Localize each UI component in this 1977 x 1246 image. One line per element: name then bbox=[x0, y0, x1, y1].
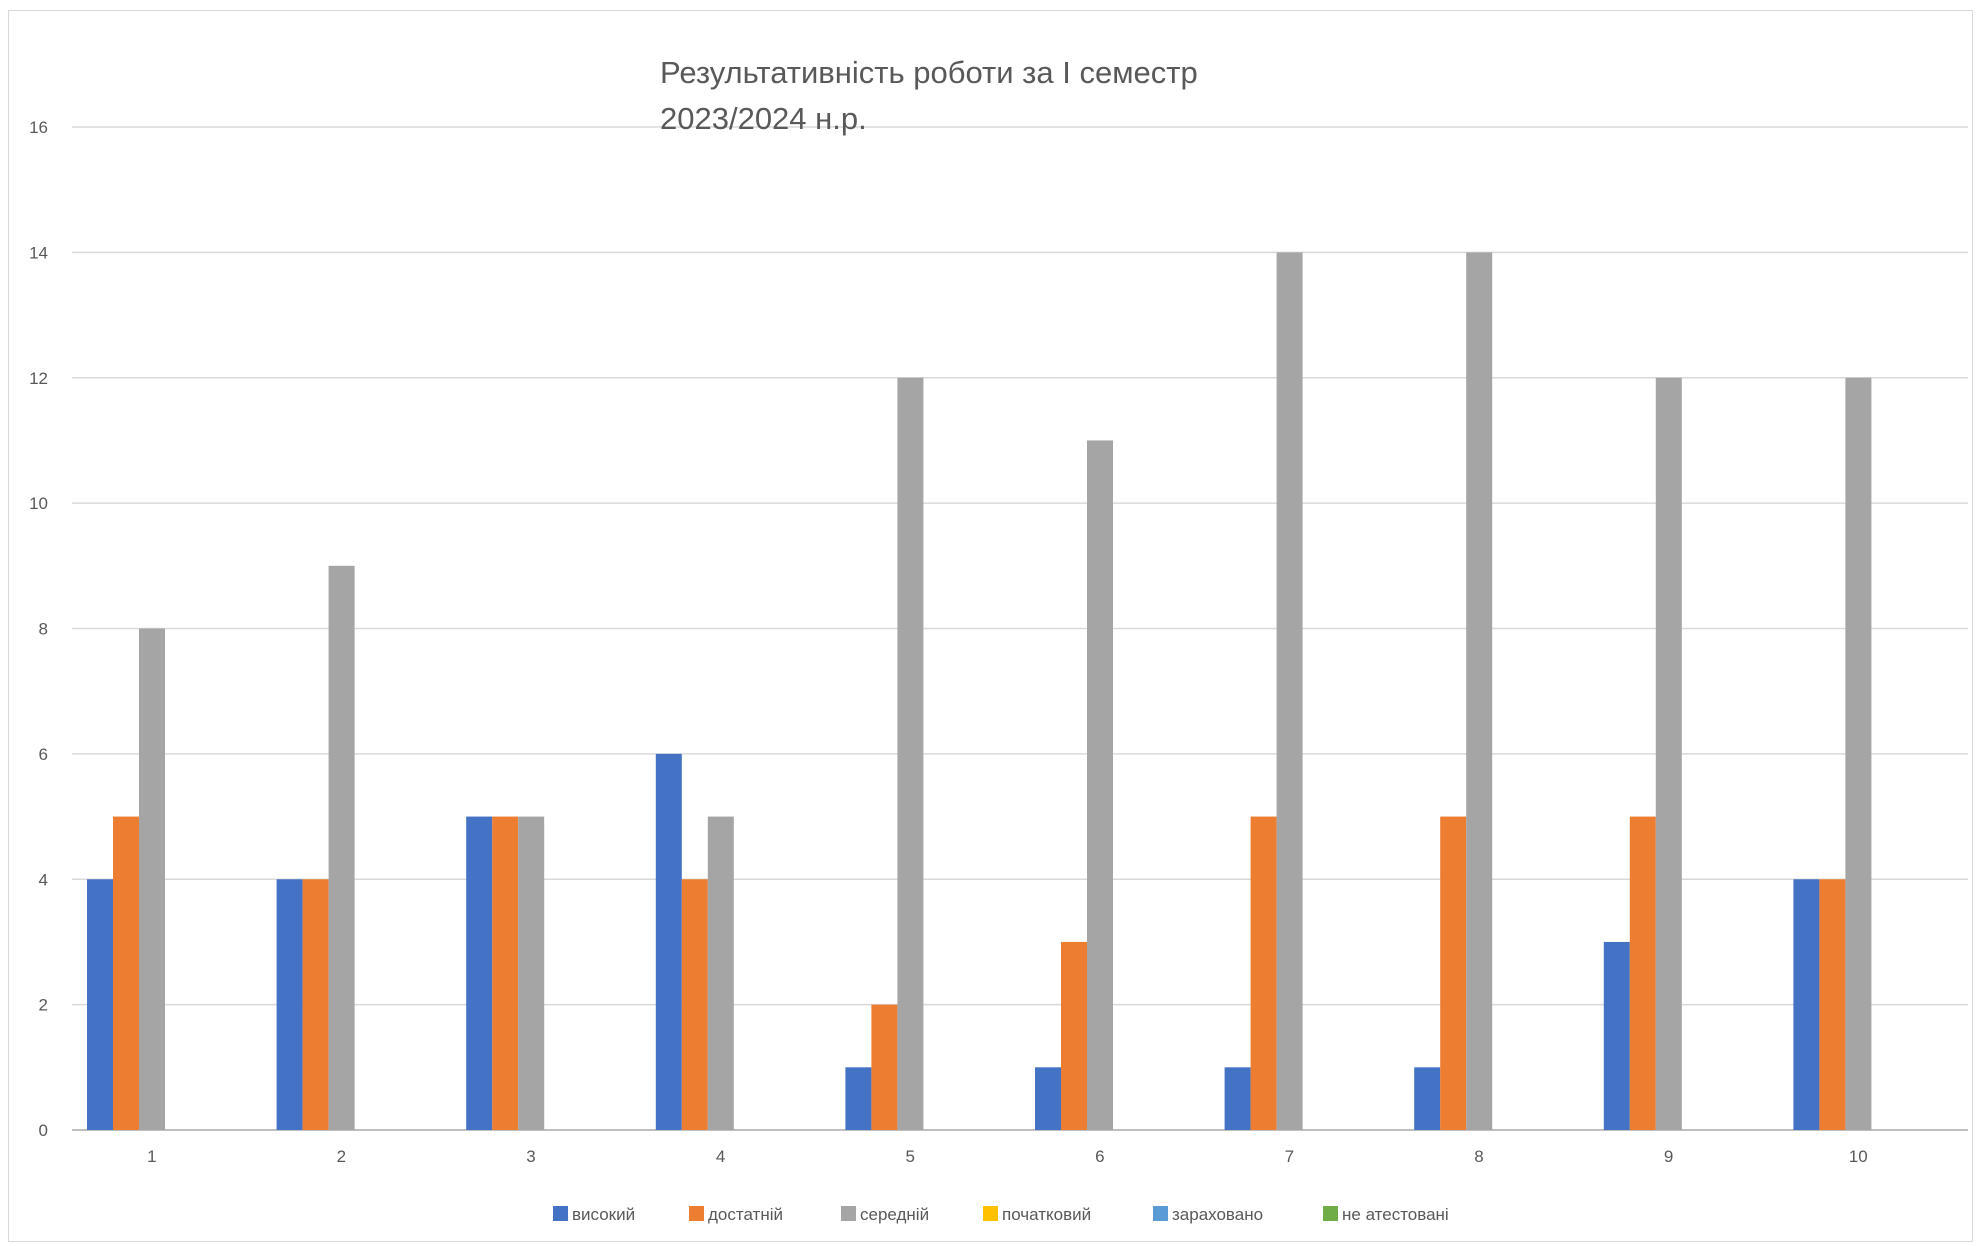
bar bbox=[1845, 378, 1871, 1130]
legend-item: початковий bbox=[983, 1205, 1091, 1224]
y-axis-ticks: 0 2 4 6 8 10 12 14 16 bbox=[29, 118, 48, 1140]
bar bbox=[1035, 1067, 1061, 1130]
bar bbox=[682, 879, 708, 1130]
bar bbox=[466, 817, 492, 1130]
legend-swatch bbox=[1153, 1206, 1168, 1221]
y-tick-label: 4 bbox=[39, 870, 48, 889]
legend-label: високий bbox=[572, 1205, 635, 1224]
bar bbox=[897, 378, 923, 1130]
x-tick-label: 1 bbox=[147, 1147, 156, 1166]
y-tick-label: 8 bbox=[39, 620, 48, 639]
bars bbox=[87, 252, 1871, 1130]
bar bbox=[708, 817, 734, 1130]
bar bbox=[1087, 440, 1113, 1130]
bar bbox=[1656, 378, 1682, 1130]
y-tick-label: 10 bbox=[29, 494, 48, 513]
bar bbox=[1466, 252, 1492, 1130]
legend-swatch bbox=[553, 1206, 568, 1221]
bar bbox=[871, 1005, 897, 1130]
bar bbox=[1251, 817, 1277, 1130]
legend-item: достатній bbox=[689, 1205, 783, 1224]
bar bbox=[87, 879, 113, 1130]
legend-swatch bbox=[689, 1206, 704, 1221]
y-tick-label: 12 bbox=[29, 369, 48, 388]
bar bbox=[1061, 942, 1087, 1130]
legend-swatch bbox=[1323, 1206, 1338, 1221]
bar bbox=[845, 1067, 871, 1130]
bar bbox=[277, 879, 303, 1130]
legend-item: високий bbox=[553, 1205, 635, 1224]
x-tick-label: 3 bbox=[526, 1147, 535, 1166]
bar bbox=[1630, 817, 1656, 1130]
y-tick-label: 0 bbox=[39, 1121, 48, 1140]
chart-title-line-2: 2023/2024 н.р. bbox=[660, 101, 867, 136]
x-tick-label: 10 bbox=[1849, 1147, 1868, 1166]
bar bbox=[492, 817, 518, 1130]
bar bbox=[329, 566, 355, 1130]
bar bbox=[139, 629, 165, 1131]
x-axis-ticks: 1 2 3 4 5 6 7 8 9 10 bbox=[147, 1147, 1868, 1166]
legend: високий достатній середній початковий зарахо… bbox=[553, 1205, 1449, 1224]
x-tick-label: 5 bbox=[905, 1147, 914, 1166]
legend-label: не атестовані bbox=[1342, 1205, 1449, 1224]
bar bbox=[303, 879, 329, 1130]
y-tick-label: 14 bbox=[29, 243, 48, 262]
legend-label: зараховано bbox=[1172, 1205, 1263, 1224]
x-tick-label: 9 bbox=[1664, 1147, 1673, 1166]
bar bbox=[1793, 879, 1819, 1130]
chart-title: Результативність роботи за І семестр 202… bbox=[660, 55, 1198, 136]
x-tick-label: 6 bbox=[1095, 1147, 1104, 1166]
x-tick-label: 7 bbox=[1285, 1147, 1294, 1166]
legend-swatch bbox=[983, 1206, 998, 1221]
bar bbox=[113, 817, 139, 1130]
legend-swatch bbox=[841, 1206, 856, 1221]
legend-label: достатній bbox=[708, 1205, 783, 1224]
y-tick-label: 16 bbox=[29, 118, 48, 137]
legend-label: середній bbox=[860, 1205, 929, 1224]
x-tick-label: 2 bbox=[337, 1147, 346, 1166]
bar bbox=[1440, 817, 1466, 1130]
bar bbox=[1819, 879, 1845, 1130]
bar bbox=[518, 817, 544, 1130]
chart-title-line-1: Результативність роботи за І семестр bbox=[660, 55, 1198, 90]
x-tick-label: 8 bbox=[1474, 1147, 1483, 1166]
y-tick-label: 2 bbox=[39, 996, 48, 1015]
bar bbox=[1277, 252, 1303, 1130]
bar bbox=[1225, 1067, 1251, 1130]
y-tick-label: 6 bbox=[39, 745, 48, 764]
bar bbox=[656, 754, 682, 1130]
x-tick-label: 4 bbox=[716, 1147, 725, 1166]
bar bbox=[1604, 942, 1630, 1130]
legend-item: зараховано bbox=[1153, 1205, 1263, 1224]
legend-label: початковий bbox=[1002, 1205, 1091, 1224]
legend-item: не атестовані bbox=[1323, 1205, 1449, 1224]
legend-item: середній bbox=[841, 1205, 929, 1224]
bar bbox=[1414, 1067, 1440, 1130]
gridlines bbox=[72, 127, 1968, 1130]
